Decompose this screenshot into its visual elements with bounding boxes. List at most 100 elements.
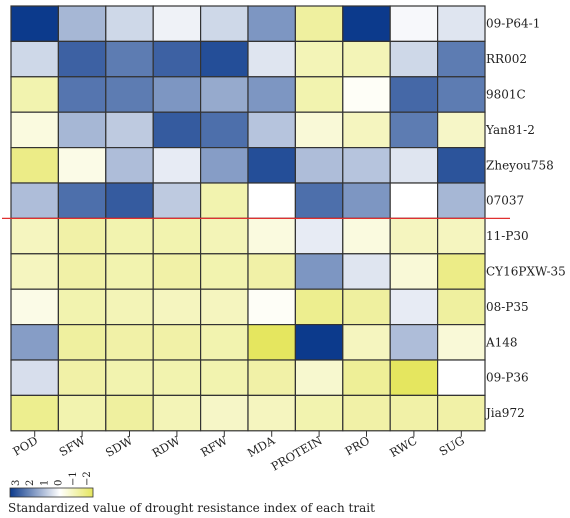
row-label: CY16PXW-35 <box>486 265 566 279</box>
heatmap-cell <box>294 5 344 43</box>
heatmap-cells <box>2 5 510 432</box>
heatmap-cell <box>152 253 202 290</box>
heatmap-cell <box>294 288 344 326</box>
heatmap-cell <box>152 394 202 432</box>
column-label: SFW <box>57 433 88 459</box>
heatmap-cell <box>342 111 391 149</box>
heatmap-cell <box>247 76 297 113</box>
heatmap-cell <box>247 5 297 43</box>
row-label: Yan81-2 <box>485 123 535 137</box>
row-label: 09-P64-1 <box>486 17 540 31</box>
heatmap-cell <box>247 394 297 432</box>
heatmap-cell <box>389 182 439 220</box>
heatmap-cell <box>437 324 486 361</box>
column-label: MDA <box>245 433 278 460</box>
heatmap-cell <box>57 359 107 397</box>
heatmap-cell <box>389 288 439 326</box>
column-label: RWC <box>387 433 419 460</box>
heatmap-cell <box>200 288 249 326</box>
heatmap-cell <box>294 253 344 290</box>
heatmap-cell <box>200 182 249 220</box>
row-label: RR002 <box>486 52 527 66</box>
column-label: SUG <box>437 433 467 459</box>
heatmap-cell <box>342 5 391 43</box>
heatmap-cell <box>57 182 107 220</box>
heatmap-cell <box>200 359 249 397</box>
heatmap-cell <box>437 111 486 149</box>
column-label: PROTEIN <box>269 433 325 473</box>
heatmap-cell <box>105 40 154 78</box>
heatmap-cell <box>247 253 297 290</box>
heatmap-cell <box>437 253 486 290</box>
heatmap-cell <box>10 5 60 43</box>
heatmap-cell <box>105 253 154 290</box>
row-label: Jia972 <box>484 406 525 420</box>
heatmap-cell <box>247 217 297 255</box>
heatmap-cell <box>10 147 60 184</box>
heatmap-cell <box>247 40 297 78</box>
heatmap-cell <box>152 76 202 113</box>
heatmap-cell <box>342 359 391 397</box>
heatmap-cell <box>437 182 486 220</box>
heatmap-cell <box>437 76 486 113</box>
heatmap-cell <box>200 147 249 184</box>
color-scale-legend: 3 2 1 0 −1 −2 <box>9 471 94 498</box>
heatmap-cell <box>10 76 60 113</box>
column-label: POD <box>10 433 40 458</box>
heatmap-cell <box>10 217 60 255</box>
heatmap-cell <box>437 288 486 326</box>
heatmap-cell <box>200 76 249 113</box>
heatmap-cell <box>342 394 391 432</box>
heatmap-cell <box>105 359 154 397</box>
heatmap-cell <box>437 394 486 432</box>
heatmap-cell <box>57 111 107 149</box>
heatmap-cell <box>389 217 439 255</box>
heatmap-cell <box>200 324 249 361</box>
heatmap-cell <box>247 147 297 184</box>
heatmap-cell <box>247 111 297 149</box>
scale-tick-label: 1 <box>39 480 50 486</box>
heatmap-cell <box>342 324 391 361</box>
heatmap-cell <box>152 5 202 43</box>
scale-tick-label: 2 <box>25 480 36 486</box>
heatmap-cell <box>389 324 439 361</box>
row-label: A148 <box>485 335 518 349</box>
heatmap-cell <box>57 288 107 326</box>
heatmap-cell <box>437 40 486 78</box>
heatmap-cell <box>389 40 439 78</box>
heatmap-cell <box>10 253 60 290</box>
heatmap-cell <box>152 288 202 326</box>
scale-tick-label: −1 <box>68 471 79 486</box>
heatmap-cell <box>152 182 202 220</box>
heatmap-cell <box>105 76 154 113</box>
heatmap-cell <box>247 288 297 326</box>
row-label: 9801C <box>486 88 526 102</box>
heatmap-cell <box>105 324 154 361</box>
scale-tick-label: 0 <box>54 480 65 486</box>
heatmap-cell <box>389 253 439 290</box>
heatmap-cell <box>105 217 154 255</box>
heatmap-cell <box>342 288 391 326</box>
heatmap-cell <box>200 253 249 290</box>
heatmap-cell <box>247 359 297 397</box>
heatmap-cell <box>389 5 439 43</box>
row-label: 11-P30 <box>486 229 529 243</box>
heatmap-cell <box>10 359 60 397</box>
heatmap-cell <box>294 182 344 220</box>
heatmap-cell <box>10 288 60 326</box>
heatmap-cell <box>152 40 202 78</box>
heatmap-cell <box>389 111 439 149</box>
heatmap-cell <box>342 217 391 255</box>
scale-tick-label: −2 <box>82 471 93 486</box>
heatmap-cell <box>247 324 297 361</box>
row-label: 09-P36 <box>486 371 529 385</box>
heatmap-cell <box>57 147 107 184</box>
column-label: RDW <box>150 433 183 460</box>
heatmap-cell <box>437 147 486 184</box>
heatmap-cell <box>57 5 107 43</box>
row-label: 07037 <box>486 194 524 208</box>
heatmap-cell <box>200 40 249 78</box>
column-label: RFW <box>198 433 230 459</box>
